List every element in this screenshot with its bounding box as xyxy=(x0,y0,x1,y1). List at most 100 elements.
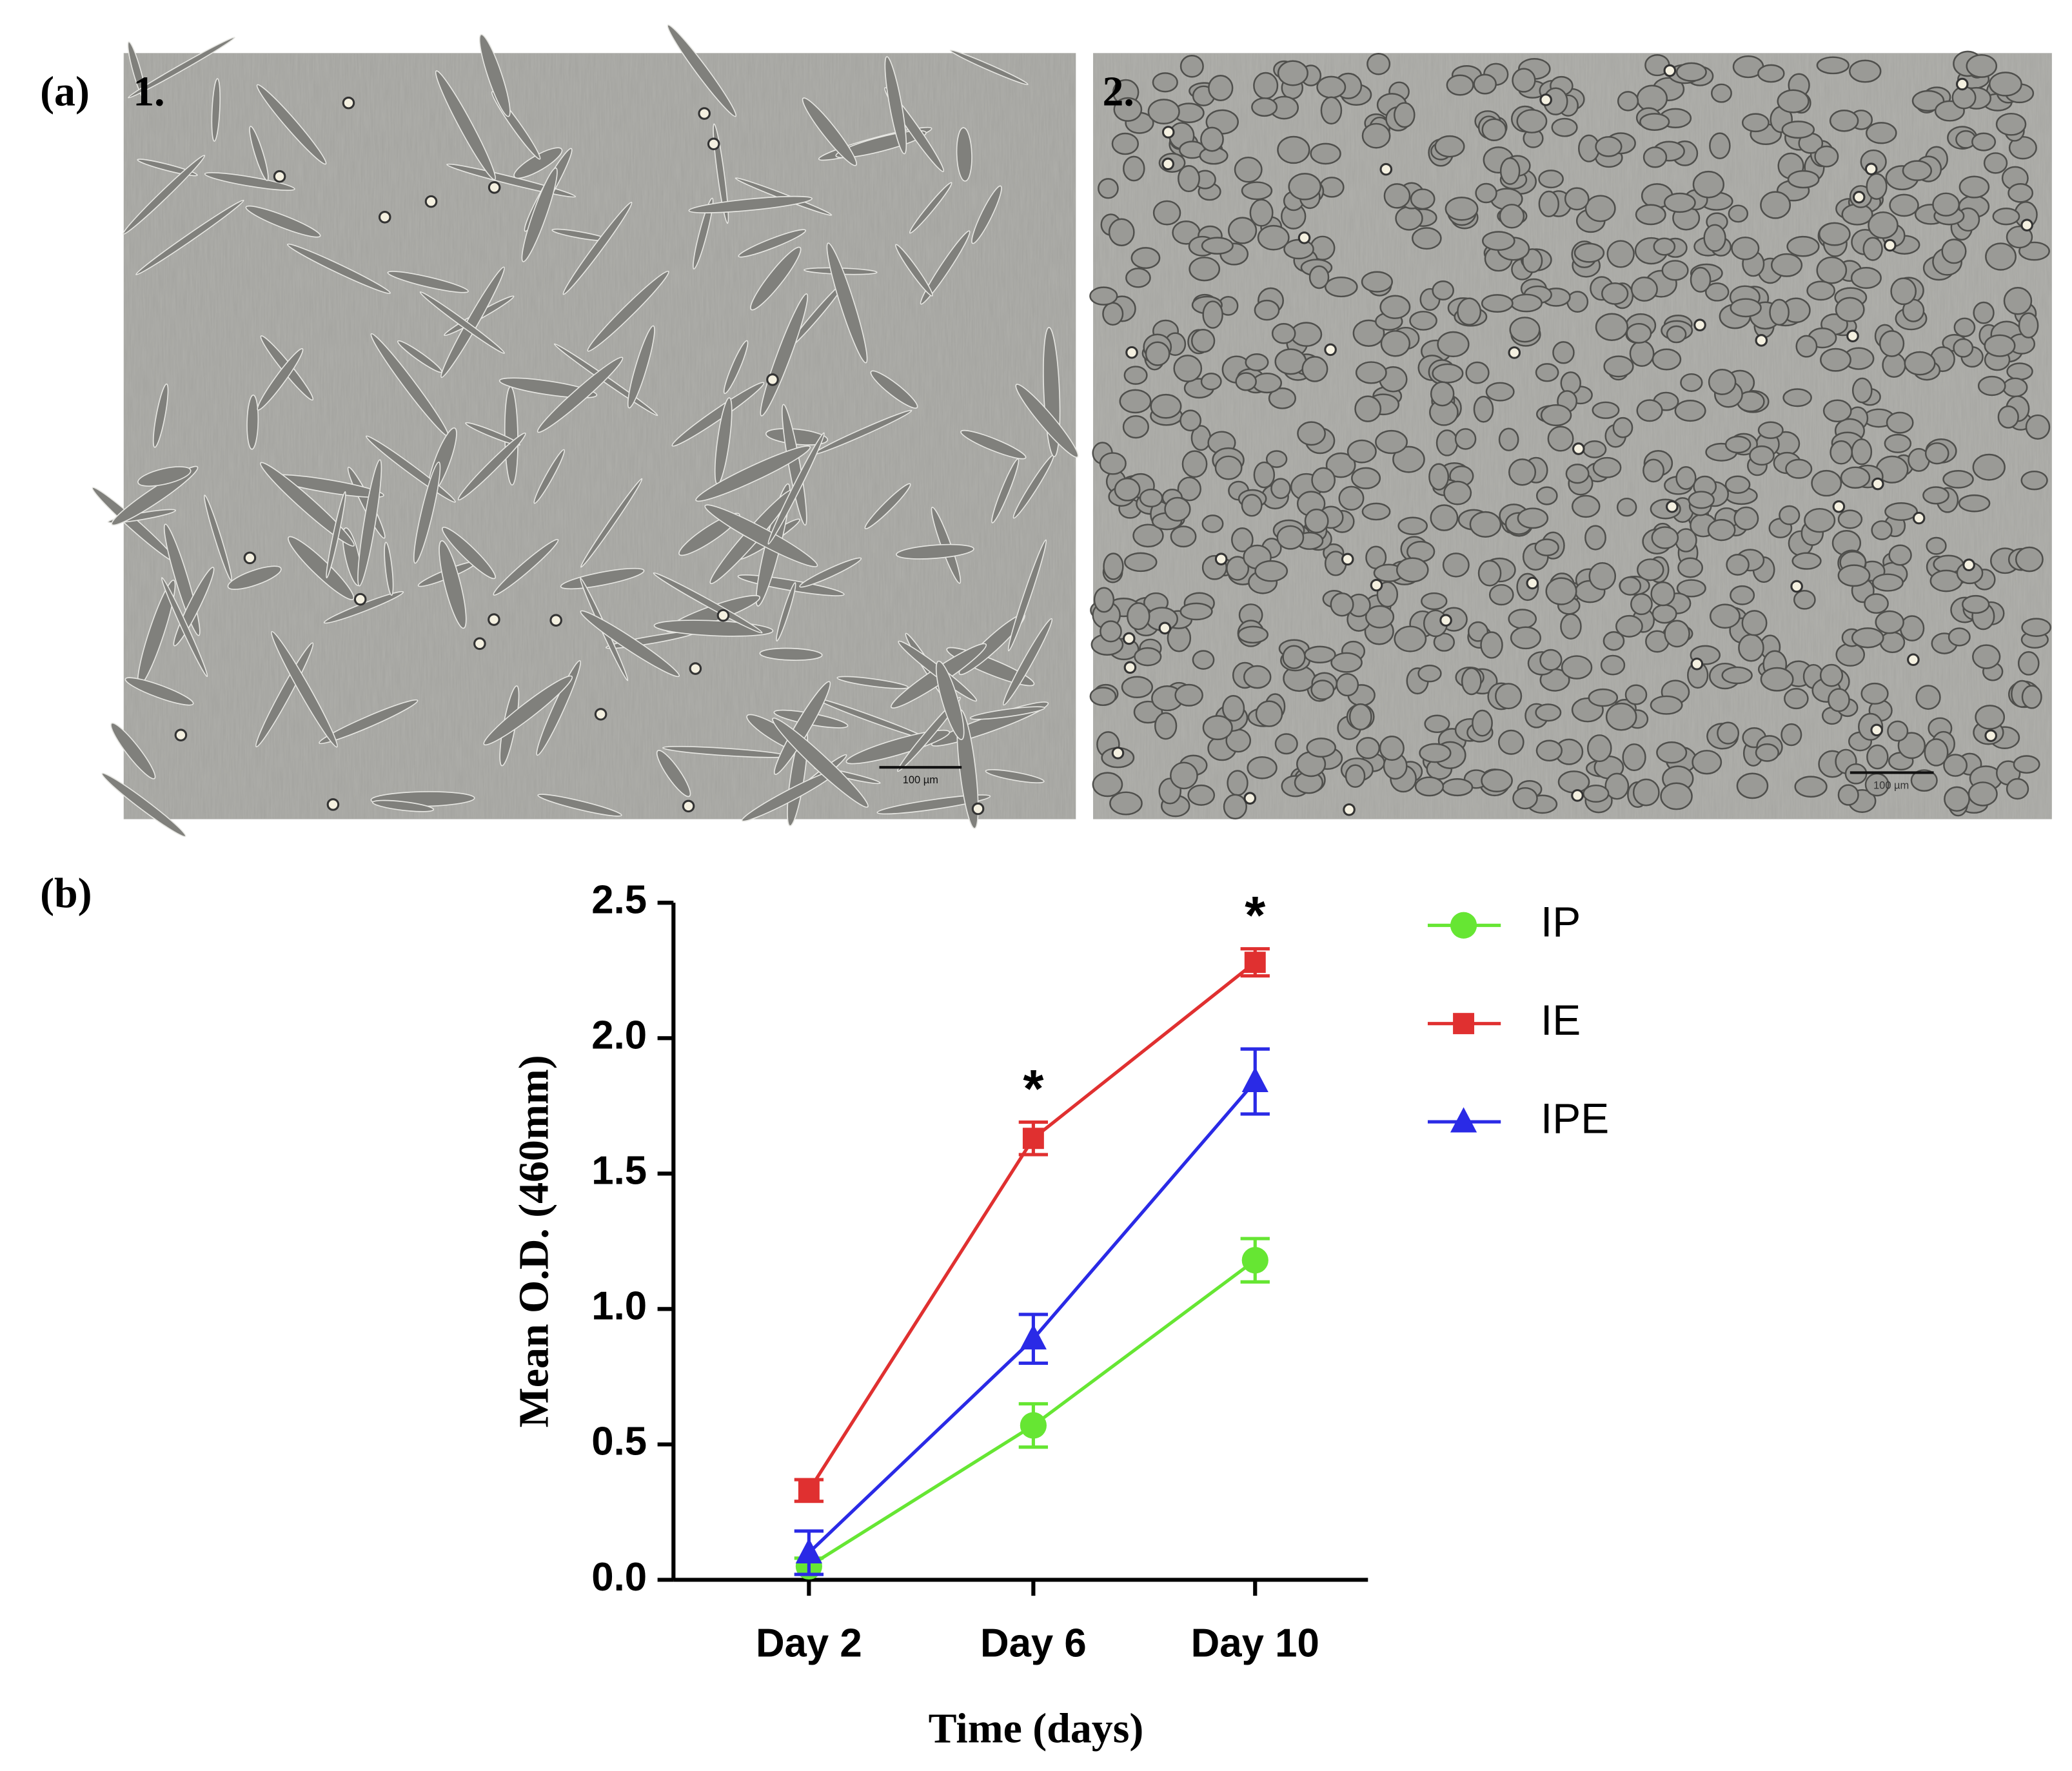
x-tick-label: Day 2 xyxy=(756,1621,862,1666)
cell xyxy=(1379,736,1405,761)
cell xyxy=(1866,744,1889,770)
cell xyxy=(2018,312,2039,338)
cell xyxy=(1588,562,1616,591)
cell xyxy=(384,542,394,596)
cell xyxy=(1835,297,1865,322)
cell xyxy=(1968,781,1998,807)
cell xyxy=(1173,355,1203,382)
cell xyxy=(1741,610,1768,636)
cell xyxy=(1656,741,1688,764)
cell xyxy=(1277,135,1310,164)
cell xyxy=(1636,84,1668,113)
cell xyxy=(1268,387,1296,409)
cell xyxy=(1806,280,1836,301)
cell xyxy=(1692,750,1722,775)
cell xyxy=(688,195,813,213)
y-axis-title: Mean O.D. (460mm) xyxy=(510,1055,557,1427)
cell xyxy=(1948,627,1971,647)
cell xyxy=(1692,170,1725,199)
cell xyxy=(1617,91,1639,112)
cell xyxy=(2025,414,2051,440)
cell xyxy=(781,404,807,526)
cell xyxy=(1871,573,1904,592)
cell xyxy=(439,540,467,629)
cell xyxy=(1316,75,1347,99)
cell xyxy=(1192,650,1215,670)
cell xyxy=(1592,456,1622,478)
cell xyxy=(1866,173,1888,200)
cell xyxy=(1111,132,1140,155)
round-cell xyxy=(273,170,286,183)
cell xyxy=(1977,375,2006,396)
cell xyxy=(1510,626,1541,650)
cell xyxy=(1308,265,1330,289)
cell xyxy=(1584,525,1606,551)
cell xyxy=(101,772,186,837)
cell xyxy=(1583,440,1607,458)
cell xyxy=(1396,557,1429,583)
cell xyxy=(2006,778,2029,800)
cell xyxy=(1534,538,1559,556)
cell xyxy=(1822,399,1852,423)
cell xyxy=(1103,553,1124,580)
cell xyxy=(1564,187,1590,211)
cell xyxy=(1707,518,1736,542)
cell xyxy=(1538,190,1559,218)
point xyxy=(1020,1412,1047,1439)
panel-label: (b) xyxy=(40,870,92,917)
cell xyxy=(1535,486,1558,505)
cell xyxy=(1539,649,1563,671)
round-cell xyxy=(1846,329,1859,342)
cell xyxy=(1574,242,1605,263)
cell xyxy=(1616,497,1637,517)
cell xyxy=(123,155,206,235)
cell xyxy=(1724,435,1751,454)
cell xyxy=(1983,152,2008,174)
cell xyxy=(895,244,933,297)
cell xyxy=(1443,480,1472,505)
cell xyxy=(2002,377,2028,398)
cell xyxy=(1282,645,1306,669)
cell xyxy=(1784,688,1809,710)
cell xyxy=(1972,453,2006,481)
cell xyxy=(1612,416,1633,438)
cell xyxy=(1361,502,1391,521)
cell xyxy=(1586,734,1612,763)
cell xyxy=(1139,488,1163,508)
cell xyxy=(1412,227,1442,250)
cell xyxy=(1760,667,1794,692)
cell xyxy=(1637,558,1664,582)
cell xyxy=(1730,298,1762,318)
point xyxy=(798,1480,820,1502)
cell xyxy=(1517,507,1549,529)
cell xyxy=(1643,458,1664,483)
cell xyxy=(1829,109,1859,132)
cell xyxy=(1601,282,1629,305)
cell xyxy=(319,699,419,745)
cell xyxy=(1709,603,1741,629)
cell xyxy=(493,538,559,596)
cell xyxy=(562,201,633,295)
cell xyxy=(1089,687,1117,707)
cell xyxy=(1760,191,1791,219)
round-cell xyxy=(488,613,500,626)
point xyxy=(1020,1324,1047,1350)
round-cell xyxy=(1341,553,1354,566)
cell xyxy=(1985,242,2017,271)
cell xyxy=(1794,776,1828,798)
round-cell xyxy=(1984,729,1997,742)
cell xyxy=(483,675,573,746)
cell xyxy=(1376,581,1399,608)
cell xyxy=(2021,618,2051,637)
cell xyxy=(1472,709,1493,737)
cell xyxy=(1410,188,1436,210)
cell xyxy=(245,205,321,238)
cell xyxy=(1588,688,1619,707)
cell xyxy=(1787,170,1820,189)
cell xyxy=(1365,605,1395,629)
cell xyxy=(969,706,1045,720)
cell xyxy=(1661,260,1689,281)
cell xyxy=(1959,175,1990,199)
round-cell xyxy=(1907,653,1920,667)
cell xyxy=(357,459,382,587)
